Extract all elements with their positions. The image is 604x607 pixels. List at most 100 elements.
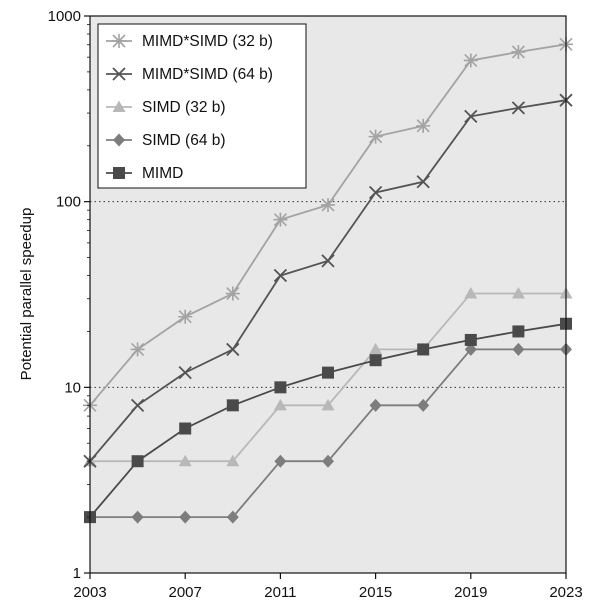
data-point-diamond-2007 <box>179 510 192 524</box>
data-point-square-2009-shape <box>226 399 239 412</box>
data-point-diamond-2021-shape <box>512 342 525 356</box>
data-point-square-2007 <box>179 422 192 435</box>
data-point-asterisk-2007 <box>178 309 193 324</box>
data-point-diamond-2021 <box>512 342 525 356</box>
data-point-asterisk-2005-shape <box>130 342 145 357</box>
legend-marker-square-shape <box>113 167 125 179</box>
legend-entry-triangle: SIMD (32 b) <box>106 99 226 116</box>
data-point-x-2015-shape <box>368 185 383 200</box>
data-point-x-2017-shape <box>416 175 430 189</box>
series-layer <box>83 37 573 524</box>
data-point-triangle-2009 <box>226 454 240 467</box>
x-tick-label-2007: 2007 <box>169 584 202 601</box>
data-point-square-2013-shape <box>322 366 334 379</box>
legend-marker-triangle <box>112 100 126 112</box>
data-point-x-2005 <box>130 398 145 412</box>
legend-marker-diamond-shape <box>113 133 125 147</box>
data-point-asterisk-2015-shape <box>368 129 383 144</box>
data-point-triangle-2019 <box>464 287 478 299</box>
data-point-diamond-2005 <box>131 510 144 524</box>
data-point-diamond-2019 <box>464 342 477 356</box>
data-point-asterisk-2017 <box>416 118 431 133</box>
data-point-asterisk-2021-shape <box>511 44 526 59</box>
data-point-triangle-2013 <box>321 398 335 411</box>
data-point-diamond-2013 <box>322 454 334 468</box>
data-point-x-2019-shape <box>464 109 478 124</box>
legend: MIMD*SIMD (32 b) MIMD*SIMD (64 b) SIMD (32… <box>97 23 307 189</box>
data-point-square-2013 <box>322 366 334 379</box>
data-point-square-2005-shape <box>131 455 144 468</box>
legend-label-asterisk: MIMD*SIMD (32 b) <box>142 33 273 50</box>
data-point-diamond-2011 <box>274 454 287 468</box>
legend-marker-x <box>112 67 126 81</box>
data-point-asterisk-2019 <box>463 53 478 68</box>
data-point-square-2019 <box>464 333 477 346</box>
data-point-square-2005 <box>131 455 144 468</box>
data-point-square-2017-shape <box>417 343 430 356</box>
data-point-diamond-2009-shape <box>226 510 239 524</box>
x-tick-label-2003: 2003 <box>73 584 106 601</box>
data-point-x-2009-shape <box>226 342 240 357</box>
data-point-x-2011-shape <box>273 268 288 283</box>
data-point-triangle-2021-shape <box>511 287 525 299</box>
data-point-x-2021-shape <box>511 101 526 115</box>
data-point-diamond-2015-shape <box>369 398 382 412</box>
data-point-square-2021-shape <box>512 325 525 338</box>
data-point-triangle-2015 <box>369 342 383 355</box>
legend-marker-asterisk <box>112 34 126 48</box>
legend-entry-x: MIMD*SIMD (64 b) <box>106 66 273 83</box>
data-point-x-2011 <box>273 268 288 283</box>
data-point-diamond-2019-shape <box>464 342 477 356</box>
y-tick-label-100: 100 <box>56 194 81 211</box>
data-point-asterisk-2011-shape <box>273 212 288 227</box>
data-point-square-2007-shape <box>179 422 192 435</box>
x-tick-label-2015: 2015 <box>359 584 392 601</box>
data-point-asterisk-2009-shape <box>225 286 240 301</box>
data-point-triangle-2021 <box>511 287 525 299</box>
data-point-x-2007-shape <box>178 365 192 380</box>
data-point-triangle-2015-shape <box>369 342 383 355</box>
data-point-diamond-2017 <box>417 398 430 412</box>
legend-entry-asterisk: MIMD*SIMD (32 b) <box>106 33 273 50</box>
legend-marker-diamond <box>113 133 125 147</box>
data-point-triangle-2009-shape <box>226 454 240 467</box>
data-point-triangle-2011 <box>273 398 287 411</box>
data-point-diamond-2011-shape <box>274 454 287 468</box>
data-point-x-2013-shape <box>321 254 335 268</box>
data-point-square-2011 <box>274 381 287 394</box>
data-point-asterisk-2017-shape <box>416 118 431 133</box>
data-point-square-2011-shape <box>274 381 287 394</box>
y-tick-label-1: 1 <box>73 565 81 582</box>
data-point-x-2009 <box>226 342 240 357</box>
data-point-square-2017 <box>417 343 430 356</box>
data-point-triangle-2007 <box>178 454 192 467</box>
data-point-x-2015 <box>368 185 383 200</box>
plot-frame <box>89 15 567 574</box>
grid-lines <box>90 201 566 388</box>
legend-label-triangle: SIMD (32 b) <box>142 99 226 116</box>
data-point-triangle-2007-shape <box>178 454 192 467</box>
axes: 1 10 100 1000 2003 2007 2011 2015 2019 2023 <box>48 8 583 601</box>
legend-label-square: MIMD <box>142 165 183 182</box>
data-point-square-2015-shape <box>369 354 382 367</box>
legend-box <box>97 23 307 189</box>
data-point-asterisk-2013 <box>321 197 335 212</box>
legend-marker-asterisk-shape <box>112 34 126 48</box>
data-point-square-2009 <box>226 399 239 412</box>
y-tick-label-1000: 1000 <box>48 8 81 25</box>
data-point-square-2021 <box>512 325 525 338</box>
data-point-diamond-2013-shape <box>322 454 334 468</box>
legend-marker-triangle-shape <box>112 100 126 112</box>
data-point-x-2013 <box>321 254 335 268</box>
data-point-diamond-2017-shape <box>417 398 430 412</box>
y-axis-title: Potential parallel speedup <box>18 208 35 381</box>
legend-marker-x-shape <box>112 67 126 81</box>
data-point-asterisk-2007-shape <box>178 309 193 324</box>
x-tick-label-2011: 2011 <box>264 584 296 601</box>
x-tick-label-2023: 2023 <box>549 584 582 601</box>
data-point-asterisk-2015 <box>368 129 383 144</box>
data-point-asterisk-2013-shape <box>321 197 335 212</box>
data-point-x-2007 <box>178 365 192 380</box>
series-square <box>84 317 572 524</box>
data-point-diamond-2007-shape <box>179 510 192 524</box>
